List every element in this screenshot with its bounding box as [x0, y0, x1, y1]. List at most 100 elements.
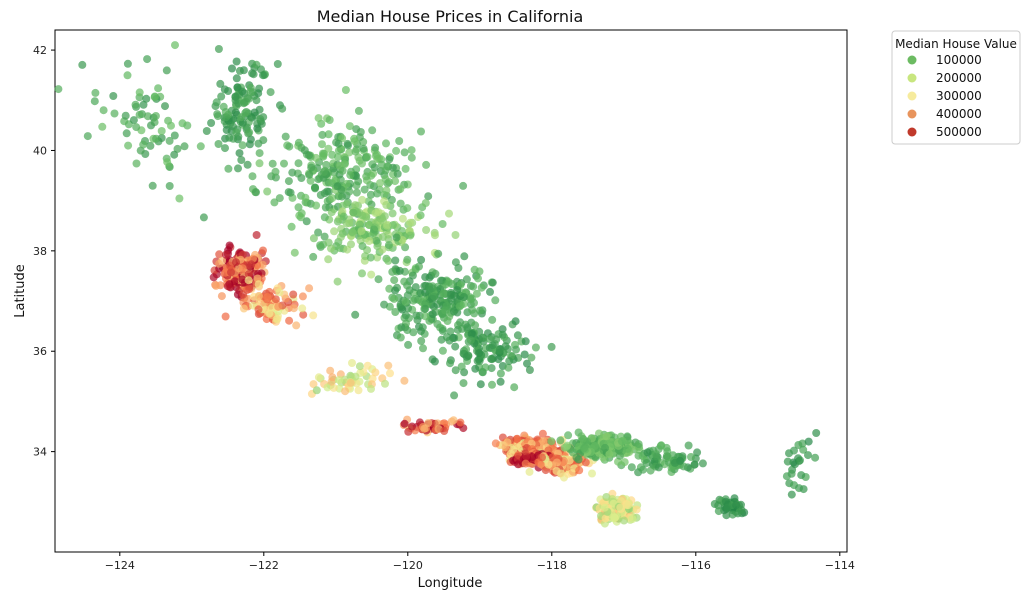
data-point: [522, 452, 531, 461]
data-point: [333, 277, 342, 286]
data-point: [322, 160, 331, 169]
data-point: [371, 209, 380, 218]
data-point: [417, 327, 425, 336]
data-point: [486, 287, 494, 296]
data-point: [146, 141, 155, 150]
data-point: [338, 166, 347, 175]
data-point: [422, 226, 431, 234]
data-point: [162, 66, 171, 75]
data-point: [415, 262, 423, 271]
data-point: [496, 377, 505, 386]
data-point: [601, 443, 609, 452]
data-point: [259, 246, 267, 255]
data-point: [257, 65, 265, 74]
data-point: [467, 330, 476, 338]
data-point: [439, 289, 448, 298]
data-point: [281, 132, 290, 141]
data-point: [247, 260, 256, 269]
data-point: [284, 177, 293, 186]
data-point: [314, 175, 323, 184]
data-point: [225, 261, 234, 270]
data-point: [474, 274, 482, 283]
data-point: [408, 422, 416, 431]
data-point: [314, 373, 323, 382]
data-point: [451, 231, 460, 239]
data-point: [639, 465, 648, 474]
data-point: [173, 144, 182, 153]
data-point: [234, 132, 243, 141]
data-point: [620, 516, 628, 525]
data-point: [662, 452, 671, 460]
data-point: [728, 510, 737, 519]
data-point: [372, 236, 381, 245]
data-point: [351, 147, 360, 156]
data-point: [110, 109, 119, 118]
data-point: [355, 362, 364, 371]
data-point: [255, 159, 264, 168]
data-point: [421, 304, 430, 313]
data-point: [199, 213, 208, 222]
data-point: [365, 237, 374, 245]
data-point: [580, 444, 588, 453]
data-point: [163, 158, 172, 167]
data-point: [371, 368, 380, 377]
data-point: [329, 383, 338, 392]
data-point: [367, 270, 376, 279]
data-point: [447, 280, 456, 288]
data-point: [457, 362, 466, 371]
data-point: [623, 444, 632, 453]
data-point: [221, 312, 230, 321]
data-point: [520, 350, 529, 359]
data-point: [359, 144, 368, 153]
data-point: [627, 463, 636, 472]
data-point: [421, 312, 430, 321]
data-point: [407, 146, 416, 155]
legend-marker: [907, 73, 917, 83]
data-point: [525, 366, 534, 374]
data-point: [421, 199, 430, 207]
data-point: [443, 317, 452, 325]
data-point: [178, 119, 187, 128]
data-point: [391, 177, 400, 186]
data-point: [407, 153, 416, 162]
data-point: [404, 340, 413, 349]
data-point: [495, 346, 504, 355]
data-point: [325, 116, 334, 124]
data-point: [390, 294, 399, 303]
data-point: [352, 188, 361, 197]
data-point: [334, 139, 343, 148]
data-point: [280, 159, 288, 168]
data-point: [336, 244, 345, 253]
data-point: [397, 323, 406, 332]
data-point: [464, 351, 473, 360]
data-point: [654, 463, 663, 472]
data-point: [488, 380, 496, 389]
data-point: [323, 187, 332, 196]
data-point: [459, 299, 468, 308]
legend-title: Median House Value: [895, 37, 1017, 51]
data-point: [380, 300, 389, 309]
data-point: [527, 353, 536, 362]
data-point: [286, 188, 295, 197]
data-point: [223, 282, 232, 291]
x-tick-label: −120: [393, 559, 423, 572]
data-point: [231, 108, 240, 117]
data-point: [424, 419, 433, 427]
data-point: [400, 148, 409, 157]
data-point: [157, 127, 166, 135]
data-point: [456, 318, 465, 327]
data-point: [202, 127, 211, 135]
data-point: [438, 220, 447, 228]
data-point: [297, 209, 306, 218]
data-point: [245, 128, 254, 137]
data-point: [342, 179, 351, 188]
data-point: [324, 238, 333, 247]
data-point: [646, 466, 655, 475]
data-point: [327, 244, 335, 253]
data-point: [391, 308, 400, 316]
data-point: [538, 429, 547, 438]
data-point: [804, 451, 812, 460]
data-point: [268, 159, 277, 168]
data-point: [275, 288, 284, 297]
data-point: [366, 253, 375, 262]
